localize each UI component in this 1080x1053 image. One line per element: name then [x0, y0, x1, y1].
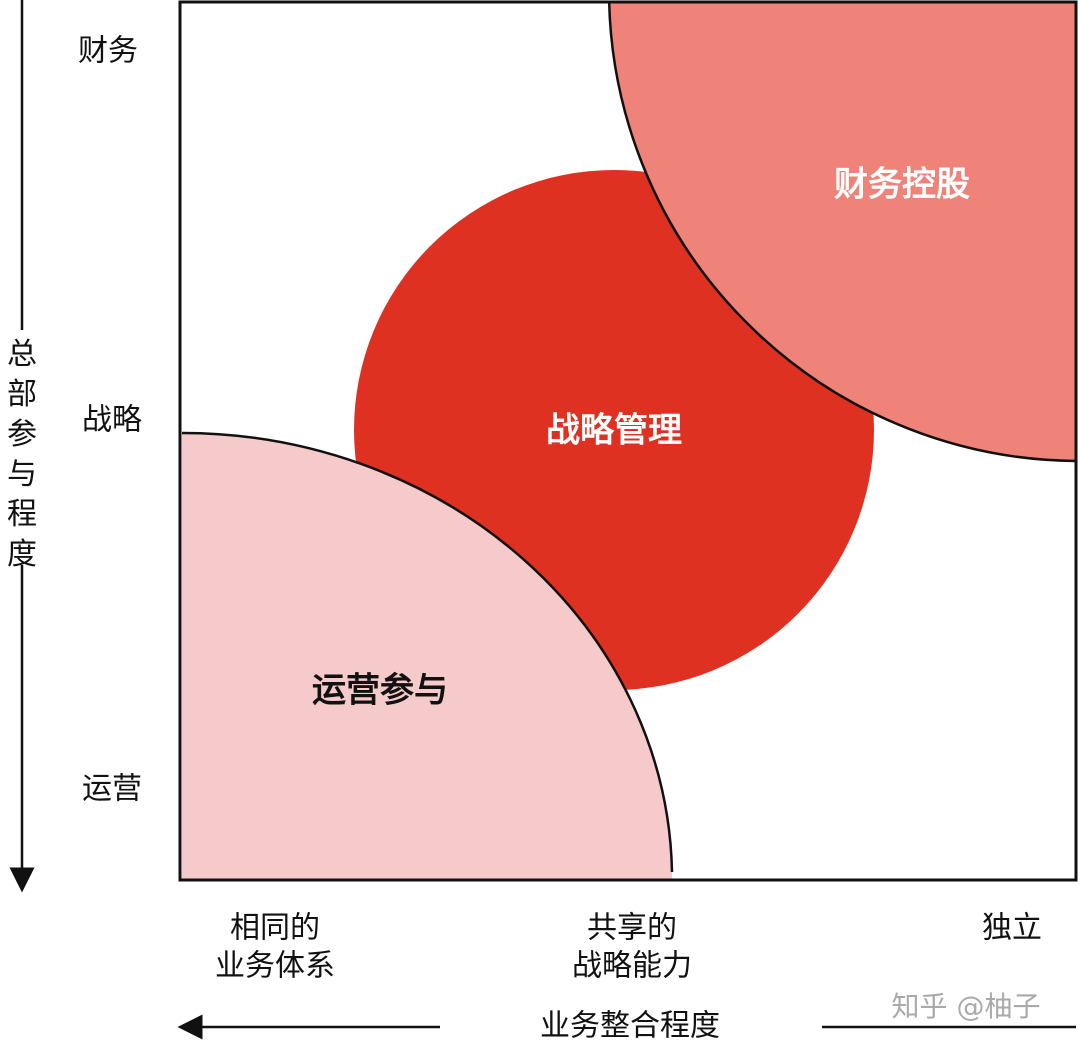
- y-level: 战略: [82, 403, 142, 438]
- y-axis-title: 总部参与程度: [7, 337, 37, 572]
- y-level: 运营: [82, 772, 142, 807]
- operation-region: [182, 433, 672, 880]
- x-level: 业务体系: [215, 949, 335, 984]
- x-axis-title: 业务整合程度: [540, 1009, 720, 1044]
- region-label: 战略管理: [546, 411, 682, 451]
- x-level: 共享的: [587, 911, 677, 946]
- watermark: 知乎 @柚子: [892, 990, 1041, 1023]
- operation-edge: [181, 431, 674, 873]
- finance-circle: [607, 2, 1076, 463]
- x-level: 战略能力: [572, 949, 692, 984]
- x-level: 相同的: [230, 911, 320, 946]
- y-level: 财务: [78, 34, 138, 69]
- frame: [178, 0, 1078, 882]
- regions: [181, 2, 1076, 880]
- region-label: 财务控股: [834, 165, 970, 205]
- x-level: 独立: [982, 911, 1042, 946]
- region-label: 运营参与: [312, 671, 448, 711]
